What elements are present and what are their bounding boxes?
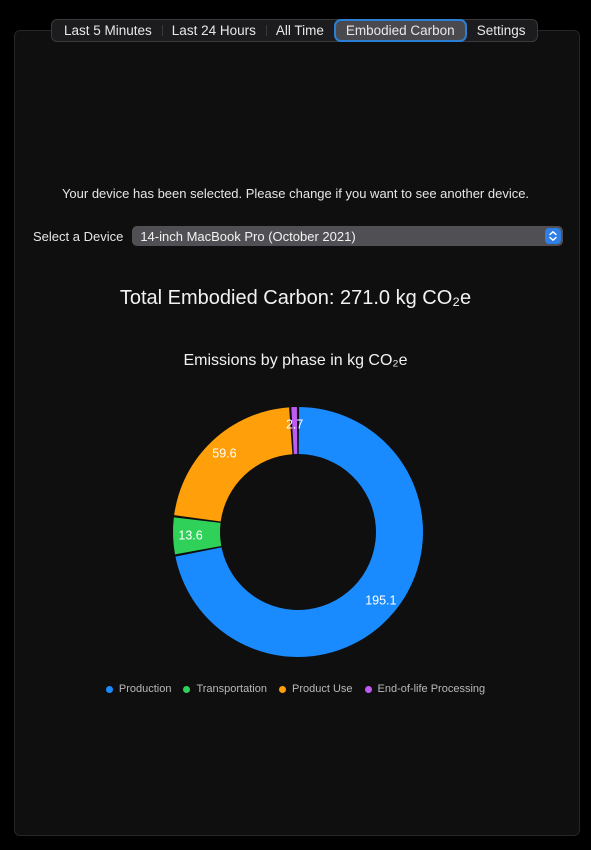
legend-item-production[interactable]: Production [105,683,172,695]
legend-dot-icon [364,685,372,693]
device-select-row: Select a Device 14-inch MacBook Pro (Oct… [33,226,563,246]
tab-settings[interactable]: Settings [476,23,526,38]
device-select-value: 14-inch MacBook Pro (October 2021) [140,228,356,244]
legend-item-transportation[interactable]: Transportation [183,683,267,695]
total-embodied-carbon-title: Total Embodied Carbon: 271.0 kg CO₂e [119,287,472,309]
legend-label: Production [118,683,172,695]
device-selected-note: Your device has been selected. Please ch… [61,186,530,201]
tab-bar: Last 5 Minutes Last 24 Hours All Time Em… [51,19,539,42]
legend-dot-icon [105,685,113,693]
legend-item-end-of-life-processing[interactable]: End-of-life Processing [364,683,486,695]
slice-end-of-life-processing[interactable] [291,407,298,455]
chart-legend: Production Transportation Product Use End-o… [0,683,591,695]
up-down-chevron-icon [545,228,561,244]
legend-item-product-use[interactable]: Product Use [278,683,353,695]
legend-dot-icon [278,685,286,693]
legend-label: Product Use [291,683,353,695]
device-select[interactable]: 14-inch MacBook Pro (October 2021) [132,226,563,246]
legend-label: End-of-life Processing [377,683,486,695]
slice-production[interactable] [175,407,424,657]
tab-all-time[interactable]: All Time [265,20,334,41]
slice-transportation[interactable] [172,517,222,555]
device-select-label: Select a Device [33,228,124,244]
tab-last-24-hours[interactable]: Last 24 Hours [161,20,266,41]
tab-last-5-minutes[interactable]: Last 5 Minutes [64,23,152,38]
chart-title: Emissions by phase in kg CO₂e [183,352,408,369]
legend-dot-icon [183,685,191,693]
tab-embodied-carbon[interactable]: Embodied Carbon [335,21,465,40]
slice-product-use[interactable] [174,407,293,522]
legend-label: Transportation [196,683,267,695]
